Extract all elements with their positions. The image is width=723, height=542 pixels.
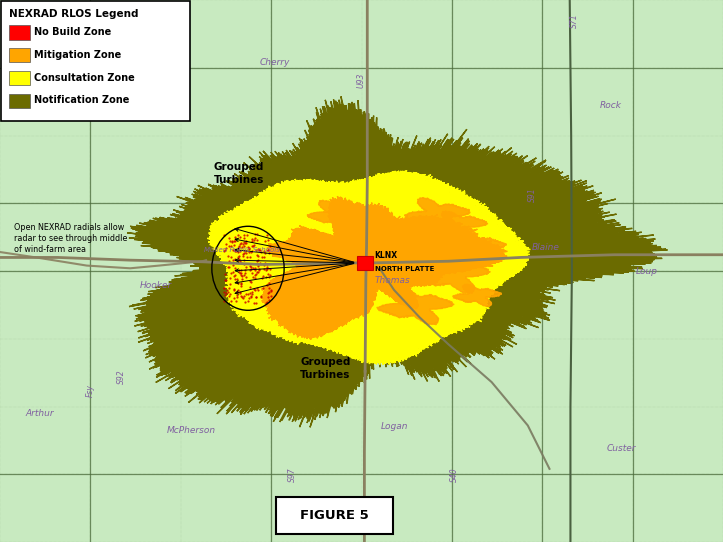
Bar (9, 94, 30, 108)
Text: Mullen Public Schools: Mullen Public Schools (205, 247, 280, 254)
Text: S92: S92 (117, 370, 126, 384)
Text: Logan: Logan (380, 422, 408, 431)
Bar (9, 25, 30, 40)
Text: Consultation Zone: Consultation Zone (34, 73, 134, 82)
Polygon shape (448, 233, 506, 261)
Bar (357, 256, 373, 269)
Text: Grouped
Turbines: Grouped Turbines (213, 162, 264, 185)
Text: NEXRAD RLOS Legend: NEXRAD RLOS Legend (9, 9, 139, 19)
Text: No Build Zone: No Build Zone (34, 27, 111, 37)
Text: Notification Zone: Notification Zone (34, 95, 129, 105)
Polygon shape (377, 288, 454, 325)
Polygon shape (208, 170, 530, 365)
Text: S40: S40 (450, 467, 458, 481)
Text: Mitigation Zone: Mitigation Zone (34, 50, 121, 60)
Text: Hooker: Hooker (140, 281, 171, 290)
Text: Cherry: Cherry (260, 58, 290, 67)
Text: McPherson: McPherson (167, 427, 216, 435)
Text: Grouped
Turbines: Grouped Turbines (300, 357, 351, 380)
Text: Rock: Rock (600, 101, 622, 110)
Text: U93: U93 (357, 73, 366, 88)
Text: Custer: Custer (607, 444, 636, 453)
Text: Thomas: Thomas (375, 276, 411, 285)
Polygon shape (413, 254, 490, 293)
Polygon shape (127, 96, 667, 427)
Bar (9, 71, 30, 85)
Text: NORTH PLATTE: NORTH PLATTE (375, 266, 434, 272)
Polygon shape (307, 200, 365, 228)
Polygon shape (404, 197, 470, 231)
Polygon shape (382, 218, 477, 263)
Text: Loup: Loup (636, 267, 658, 275)
Polygon shape (453, 284, 502, 306)
Text: KLNX: KLNX (375, 250, 398, 260)
Text: FIGURE 5: FIGURE 5 (300, 509, 369, 522)
Bar (9, 48, 30, 62)
Text: S71: S71 (570, 14, 579, 28)
Text: S91: S91 (529, 188, 537, 202)
Text: Blaine: Blaine (532, 243, 560, 252)
Text: Open NEXRAD radials allow
radar to see through middle
of wind-farm area: Open NEXRAD radials allow radar to see t… (14, 223, 128, 254)
FancyBboxPatch shape (1, 1, 190, 121)
Polygon shape (262, 196, 508, 340)
Text: Arthur: Arthur (25, 409, 54, 417)
Text: S97: S97 (288, 467, 297, 481)
Polygon shape (297, 289, 346, 312)
Text: Fsy: Fsy (86, 384, 95, 397)
Polygon shape (430, 211, 488, 239)
FancyBboxPatch shape (276, 497, 393, 534)
